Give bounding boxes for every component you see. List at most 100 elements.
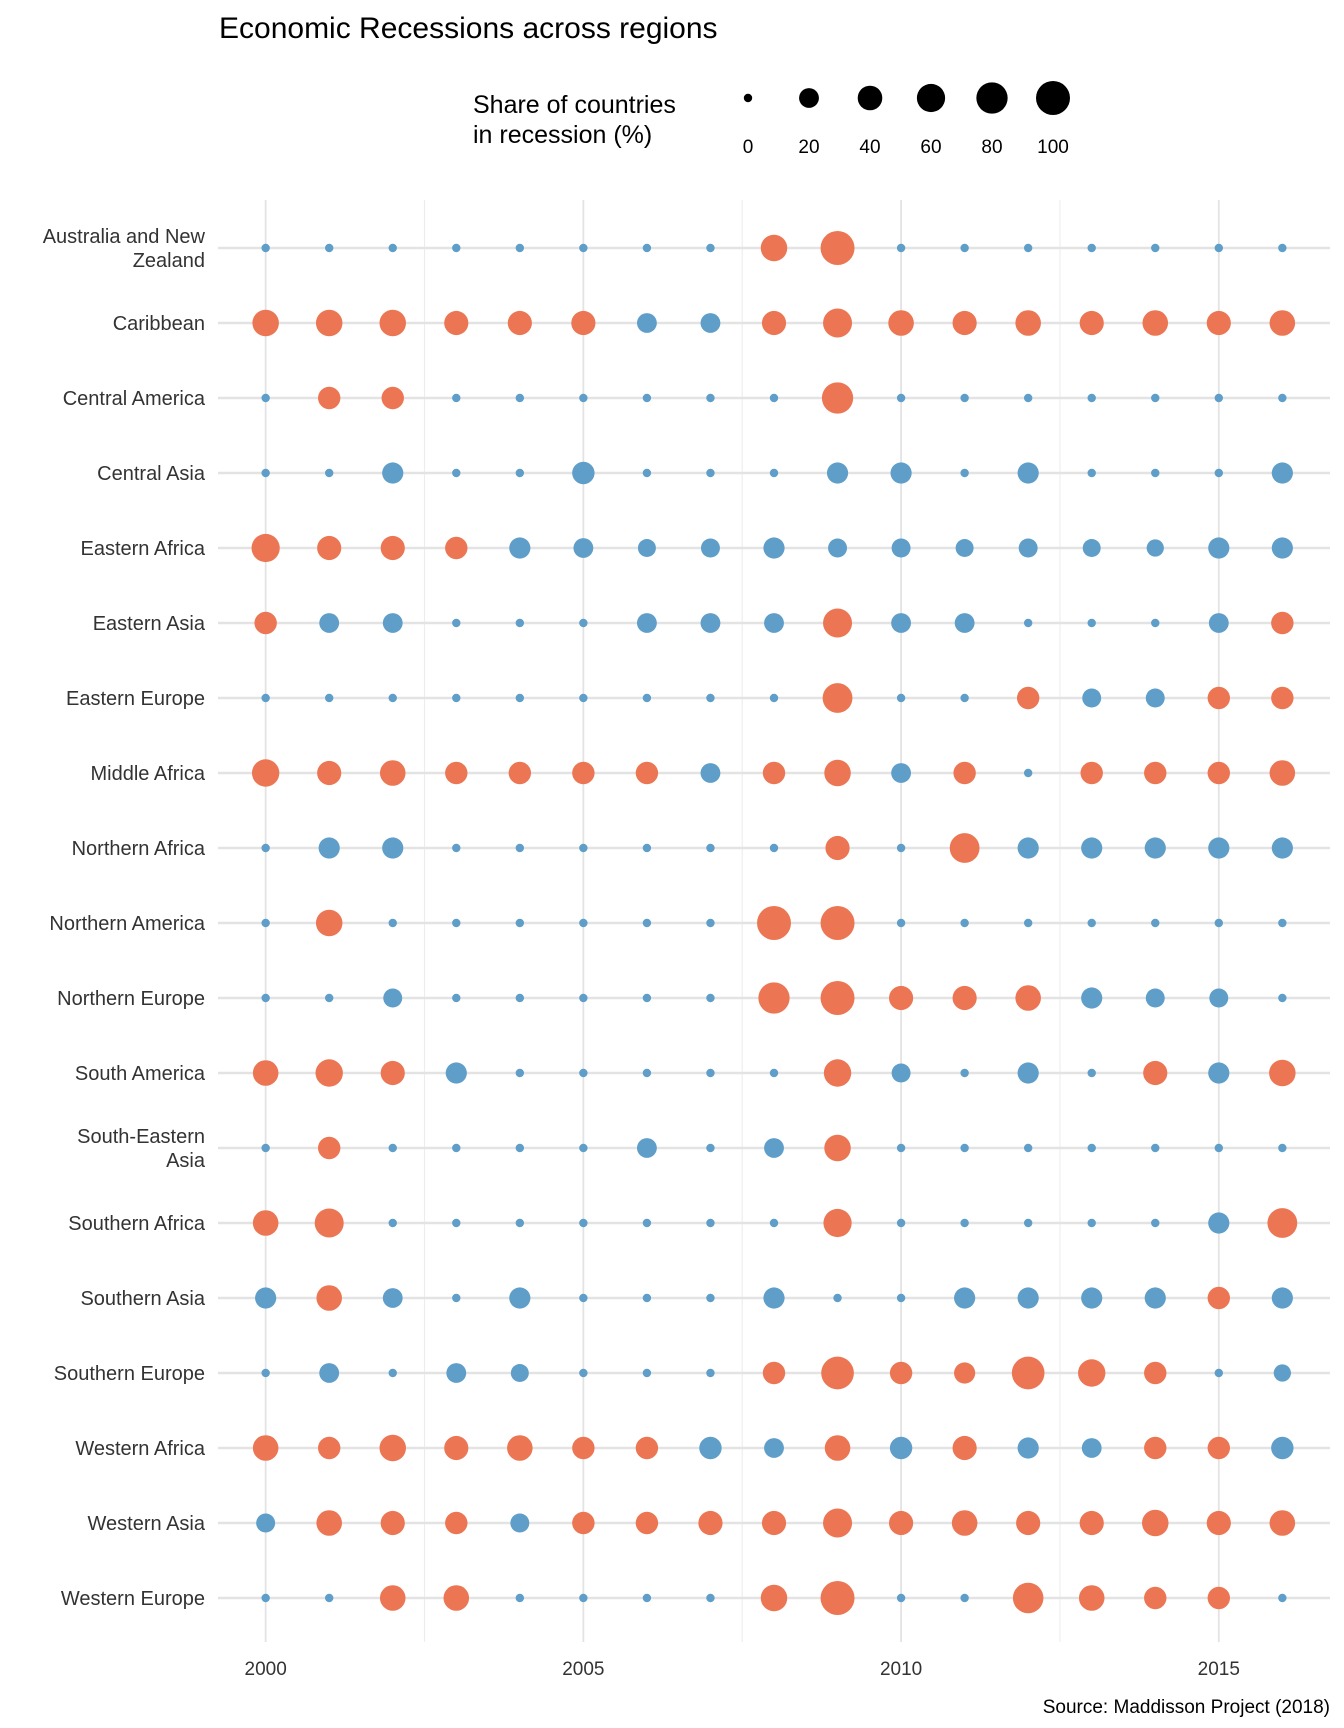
data-point bbox=[1278, 993, 1287, 1003]
data-point bbox=[325, 243, 334, 253]
data-point bbox=[700, 613, 721, 633]
data-point bbox=[1214, 393, 1224, 403]
data-point bbox=[823, 608, 853, 638]
data-point bbox=[379, 760, 406, 786]
data-point bbox=[833, 1293, 842, 1303]
data-point bbox=[757, 906, 791, 940]
data-point bbox=[1208, 837, 1230, 859]
region-label-line: South-Eastern bbox=[77, 1126, 205, 1148]
data-point bbox=[960, 393, 969, 403]
data-point bbox=[1081, 1438, 1102, 1458]
data-point bbox=[507, 1435, 533, 1461]
data-point bbox=[889, 1361, 913, 1385]
data-point bbox=[1081, 987, 1103, 1009]
data-point bbox=[261, 243, 270, 253]
data-point bbox=[317, 760, 342, 786]
region-label: Australia and New Zealand bbox=[43, 226, 206, 272]
data-point bbox=[1207, 686, 1231, 710]
data-point bbox=[261, 843, 270, 853]
data-point bbox=[1208, 537, 1230, 559]
data-point bbox=[642, 243, 652, 253]
data-point bbox=[1011, 1356, 1045, 1390]
data-point bbox=[1023, 243, 1033, 253]
data-point bbox=[579, 393, 588, 403]
data-point bbox=[1278, 243, 1287, 253]
data-point bbox=[896, 918, 906, 928]
data-point bbox=[769, 843, 779, 853]
legend-size-key-80 bbox=[976, 82, 1008, 114]
x-axis-tick-labels: 2000 2005 2010 2015 bbox=[245, 1659, 1240, 1680]
data-point bbox=[762, 761, 786, 785]
data-point bbox=[1214, 918, 1224, 928]
data-point bbox=[960, 243, 969, 253]
data-point bbox=[1151, 618, 1160, 628]
data-point bbox=[379, 1585, 406, 1611]
data-point bbox=[1278, 918, 1287, 928]
data-point bbox=[509, 1287, 531, 1309]
data-point bbox=[1144, 1287, 1166, 1309]
data-point bbox=[952, 985, 977, 1011]
data-point bbox=[252, 1210, 279, 1236]
data-point bbox=[444, 1435, 469, 1461]
data-point bbox=[515, 1218, 525, 1228]
data-point bbox=[515, 1068, 525, 1078]
data-point bbox=[769, 693, 779, 703]
data-point bbox=[1207, 1286, 1231, 1310]
data-point bbox=[1269, 1510, 1296, 1536]
data-point bbox=[579, 843, 588, 853]
data-point bbox=[820, 906, 855, 940]
data-point bbox=[315, 1059, 343, 1087]
data-point bbox=[261, 1593, 270, 1603]
data-point bbox=[515, 993, 525, 1003]
data-point bbox=[579, 1368, 588, 1378]
data-point bbox=[952, 310, 977, 336]
data-point bbox=[1081, 1287, 1103, 1309]
region-label: Central Asia bbox=[97, 463, 206, 485]
data-point bbox=[1214, 1143, 1224, 1153]
chart-caption: Source: Maddisson Project (2018) bbox=[1043, 1697, 1330, 1718]
data-point bbox=[579, 618, 588, 628]
data-point bbox=[953, 761, 976, 785]
data-point bbox=[379, 1434, 406, 1462]
data-point bbox=[579, 243, 588, 253]
data-point bbox=[508, 761, 532, 785]
data-point bbox=[1207, 1436, 1231, 1460]
data-point bbox=[1273, 1364, 1291, 1382]
data-point bbox=[1017, 462, 1039, 484]
data-point bbox=[896, 393, 906, 403]
legend-title-line-1: Share of countries bbox=[473, 91, 676, 119]
data-point bbox=[571, 310, 596, 336]
data-point bbox=[1278, 393, 1287, 403]
region-label: Eastern Europe bbox=[66, 688, 205, 710]
data-point bbox=[888, 985, 914, 1011]
data-point bbox=[769, 468, 779, 478]
data-point bbox=[452, 618, 461, 628]
data-point bbox=[951, 1510, 978, 1536]
legend-title-line-2: in recession (%) bbox=[473, 121, 652, 149]
data-point bbox=[769, 393, 779, 403]
region-label: Northern Africa bbox=[72, 838, 206, 860]
data-point bbox=[642, 468, 652, 478]
data-point bbox=[1214, 1368, 1224, 1378]
data-point bbox=[515, 843, 525, 853]
data-point bbox=[388, 243, 397, 253]
data-point bbox=[706, 468, 715, 478]
data-point bbox=[572, 1511, 595, 1535]
data-point bbox=[452, 693, 461, 703]
data-point bbox=[698, 1510, 723, 1536]
region-label: South America bbox=[75, 1063, 206, 1085]
data-point bbox=[706, 1368, 715, 1378]
data-point bbox=[579, 1143, 588, 1153]
data-point bbox=[388, 918, 397, 928]
data-point bbox=[1079, 310, 1104, 336]
data-point bbox=[1016, 686, 1040, 710]
data-point bbox=[1207, 1586, 1231, 1610]
legend-size-label-100: 100 bbox=[1037, 137, 1069, 158]
data-point bbox=[388, 1218, 397, 1228]
region-label: Southern Asia bbox=[80, 1288, 205, 1310]
data-point bbox=[452, 993, 461, 1003]
data-point bbox=[891, 613, 912, 633]
data-point bbox=[452, 1218, 461, 1228]
data-point bbox=[515, 1143, 525, 1153]
region-label: Western Europe bbox=[61, 1588, 205, 1610]
